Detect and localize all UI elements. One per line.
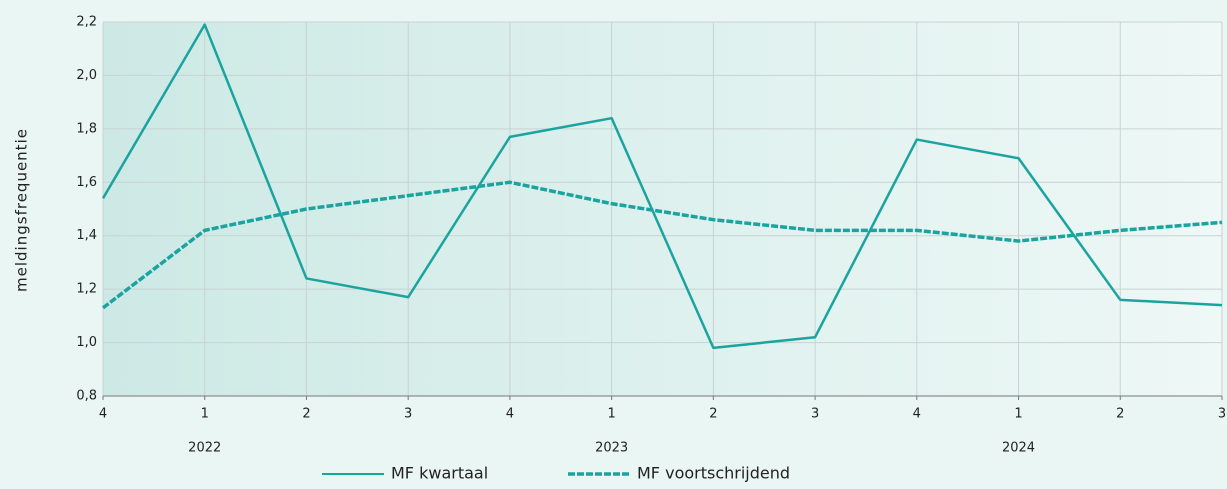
x-tick-label: 3 — [404, 407, 412, 422]
x-tick-label: 4 — [506, 407, 514, 422]
year-label: 2022 — [188, 441, 221, 456]
series-line — [101, 23, 1223, 350]
year-label: 2023 — [595, 441, 628, 456]
y-tick-label: 1,0 — [76, 335, 97, 350]
y-tick-label: 1,2 — [76, 282, 97, 297]
x-tick-label: 3 — [811, 407, 819, 422]
series-line — [101, 180, 1223, 310]
y-tick-label: 0,8 — [76, 389, 97, 404]
x-tick-label: 2 — [302, 407, 310, 422]
legend-label: MF voortschrijdend — [637, 464, 790, 483]
x-tick-label: 3 — [1218, 407, 1226, 422]
plot-area — [103, 22, 1222, 396]
x-tick-label: 2 — [1116, 407, 1124, 422]
y-tick-label: 1,6 — [76, 175, 97, 190]
x-tick-label: 4 — [913, 407, 921, 422]
y-axis-label: meldingsfrequentie — [13, 128, 31, 292]
y-tick-label: 2,0 — [76, 68, 97, 83]
y-tick-label: 1,8 — [76, 121, 97, 136]
legend-label: MF kwartaal — [391, 464, 488, 483]
y-tick-label: 1,4 — [76, 228, 97, 243]
y-tick-label: 2,2 — [76, 15, 97, 30]
x-tick-label: 2 — [709, 407, 717, 422]
x-tick-label: 4 — [99, 407, 107, 422]
x-tick-label: 1 — [607, 407, 615, 422]
x-tick-label: 1 — [1014, 407, 1022, 422]
year-label: 2024 — [1002, 441, 1035, 456]
x-tick-label: 1 — [201, 407, 209, 422]
